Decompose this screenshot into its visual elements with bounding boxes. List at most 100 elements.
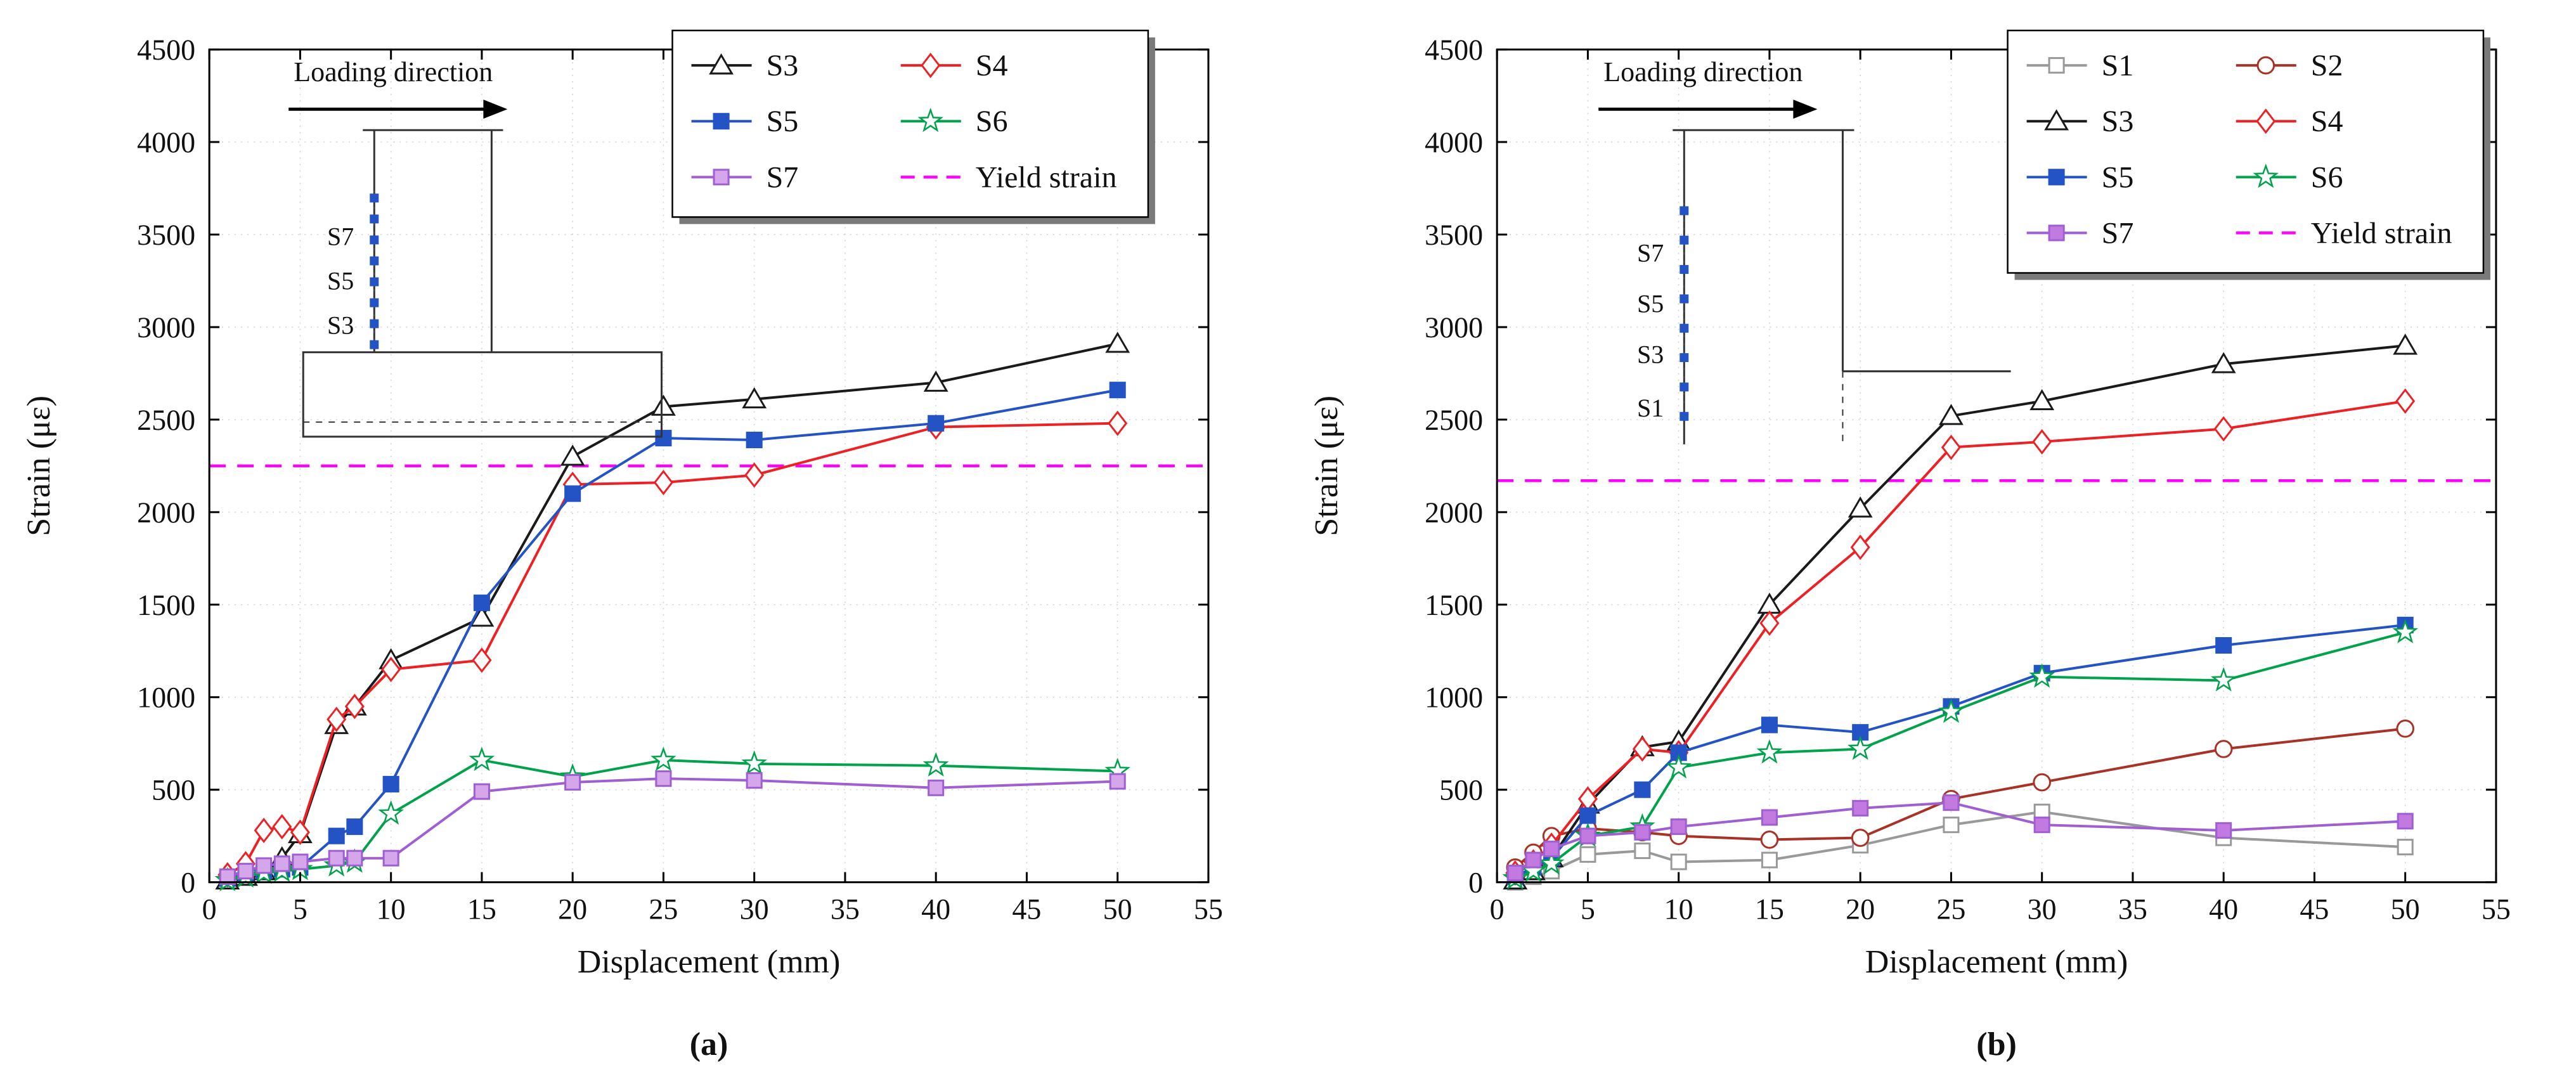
marker-square	[1109, 773, 1126, 790]
y-tick-label: 2000	[1425, 496, 1483, 529]
y-tick-label: 2000	[137, 496, 195, 529]
gauge-label: S3	[327, 311, 354, 340]
marker-square	[655, 770, 672, 787]
x-tick-label: 25	[649, 893, 678, 926]
legend-entry-s2: S2	[2236, 49, 2343, 82]
marker-square	[237, 863, 254, 880]
marker-square	[1761, 809, 1778, 826]
legend-entry-s3: S3	[2026, 105, 2133, 138]
marker-square	[473, 783, 490, 800]
marker-square	[713, 113, 730, 130]
legend-label: S5	[2102, 160, 2134, 194]
strain-gauge-marker	[370, 256, 379, 266]
strain-gauge-marker	[1680, 382, 1689, 392]
x-tick-label: 20	[1846, 893, 1875, 926]
marker-square	[1634, 842, 1651, 860]
marker-circle	[1851, 829, 1870, 847]
x-tick-label: 20	[558, 893, 587, 926]
marker-square	[1579, 827, 1596, 844]
y-tick-label: 0	[1468, 867, 1483, 899]
legend-label: S6	[2311, 160, 2343, 194]
x-tick-label: 10	[377, 893, 406, 926]
marker-circle	[2256, 56, 2275, 75]
marker-square	[1634, 824, 1651, 841]
marker-square	[1634, 781, 1651, 798]
strain-gauge-marker	[1680, 323, 1689, 333]
marker-square	[655, 430, 672, 447]
marker-triangle	[469, 605, 495, 627]
x-tick-label: 45	[2300, 893, 2329, 926]
marker-diamond	[290, 819, 310, 845]
panel-caption: (b)	[1976, 1026, 2017, 1063]
y-axis-title: Strain (με)	[1309, 396, 1345, 536]
legend-entry-s6: S6	[2236, 160, 2343, 194]
marker-star	[1538, 850, 1565, 875]
legend-a: S3 S4 S5 S6 S7 Yield strain	[671, 29, 1155, 224]
marker-square	[564, 773, 581, 791]
legend-label: S6	[976, 105, 1008, 138]
strain-gauge-marker	[1680, 265, 1689, 275]
marker-diamond	[254, 817, 274, 843]
y-tick-label: 4500	[137, 34, 195, 66]
marker-square	[328, 827, 345, 844]
marker-diamond	[921, 53, 941, 79]
marker-square	[1579, 846, 1596, 863]
chart-a-svg: 0 5 10 15 20 25 30 35 40 45 50 55 0 500 1000 1500 2000 25…	[21, 29, 1223, 1063]
x-tick-label: 30	[740, 893, 769, 926]
marker-square	[1670, 853, 1687, 870]
legend-box	[671, 29, 1149, 218]
marker-square	[1109, 382, 1126, 399]
y-tick-label: 1000	[137, 682, 195, 714]
legend-label: S7	[767, 160, 799, 194]
legend-entry-s5: S5	[2026, 160, 2134, 194]
arrow-head-icon	[1793, 100, 1818, 119]
x-tick-label: 15	[1755, 893, 1784, 926]
marker-diamond	[381, 656, 401, 683]
marker-square	[928, 415, 945, 432]
inset-diagram-a: Loading direction S7 S5 S3	[288, 56, 663, 438]
marker-square	[1543, 841, 1560, 858]
marker-square	[713, 169, 730, 186]
strain-gauge-marker	[1680, 235, 1689, 245]
strain-gauge-marker	[370, 298, 379, 307]
strain-gauge-marker	[370, 193, 379, 203]
marker-triangle	[1105, 332, 1130, 353]
marker-square	[292, 853, 309, 870]
strain-gauge-marker	[1680, 353, 1689, 363]
strain-gauge-marker	[370, 277, 379, 287]
chart-b-svg: 0 5 10 15 20 25 30 35 40 45 50 55 0 500 1000 1500 2000 25…	[1309, 29, 2511, 1063]
x-tick-label: 40	[921, 893, 950, 926]
strain-gauge-marker	[1680, 206, 1689, 216]
y-tick-label: 3500	[137, 219, 195, 251]
legend-label: Yield strain	[2311, 216, 2452, 250]
x-tick-label: 35	[831, 893, 860, 926]
marker-diamond	[327, 706, 347, 732]
marker-triangle	[1939, 404, 1964, 425]
gauge-label: S5	[1637, 290, 1664, 318]
panel-caption: (a)	[690, 1026, 728, 1063]
marker-triangle	[2393, 333, 2418, 355]
marker-square	[928, 779, 945, 796]
marker-circle	[2214, 740, 2233, 758]
marker-square	[346, 850, 363, 867]
marker-star	[469, 746, 495, 772]
marker-triangle	[2044, 109, 2069, 131]
legend-label: S3	[767, 49, 799, 82]
x-tick-label: 30	[2028, 893, 2057, 926]
gauge-label: S1	[1637, 394, 1664, 422]
marker-square	[382, 775, 399, 792]
marker-square	[1761, 851, 1778, 869]
marker-triangle	[742, 387, 767, 409]
strain-gauge-marker	[1680, 411, 1689, 421]
legend-label: S4	[976, 49, 1008, 82]
series-S5	[219, 382, 1126, 887]
legend-entry-s4: S4	[900, 49, 1008, 82]
marker-square	[219, 868, 236, 885]
x-tick-label: 50	[2391, 893, 2420, 926]
y-tick-label: 2500	[1425, 404, 1483, 436]
marker-square	[2033, 817, 2050, 834]
legend-entry-s3: S3	[691, 49, 799, 82]
chart-a: 0 5 10 15 20 25 30 35 40 45 50 55 0 500 1000 1500 2000 25…	[21, 29, 1223, 1063]
strain-gauge-marker	[370, 235, 379, 245]
marker-star	[378, 800, 404, 825]
